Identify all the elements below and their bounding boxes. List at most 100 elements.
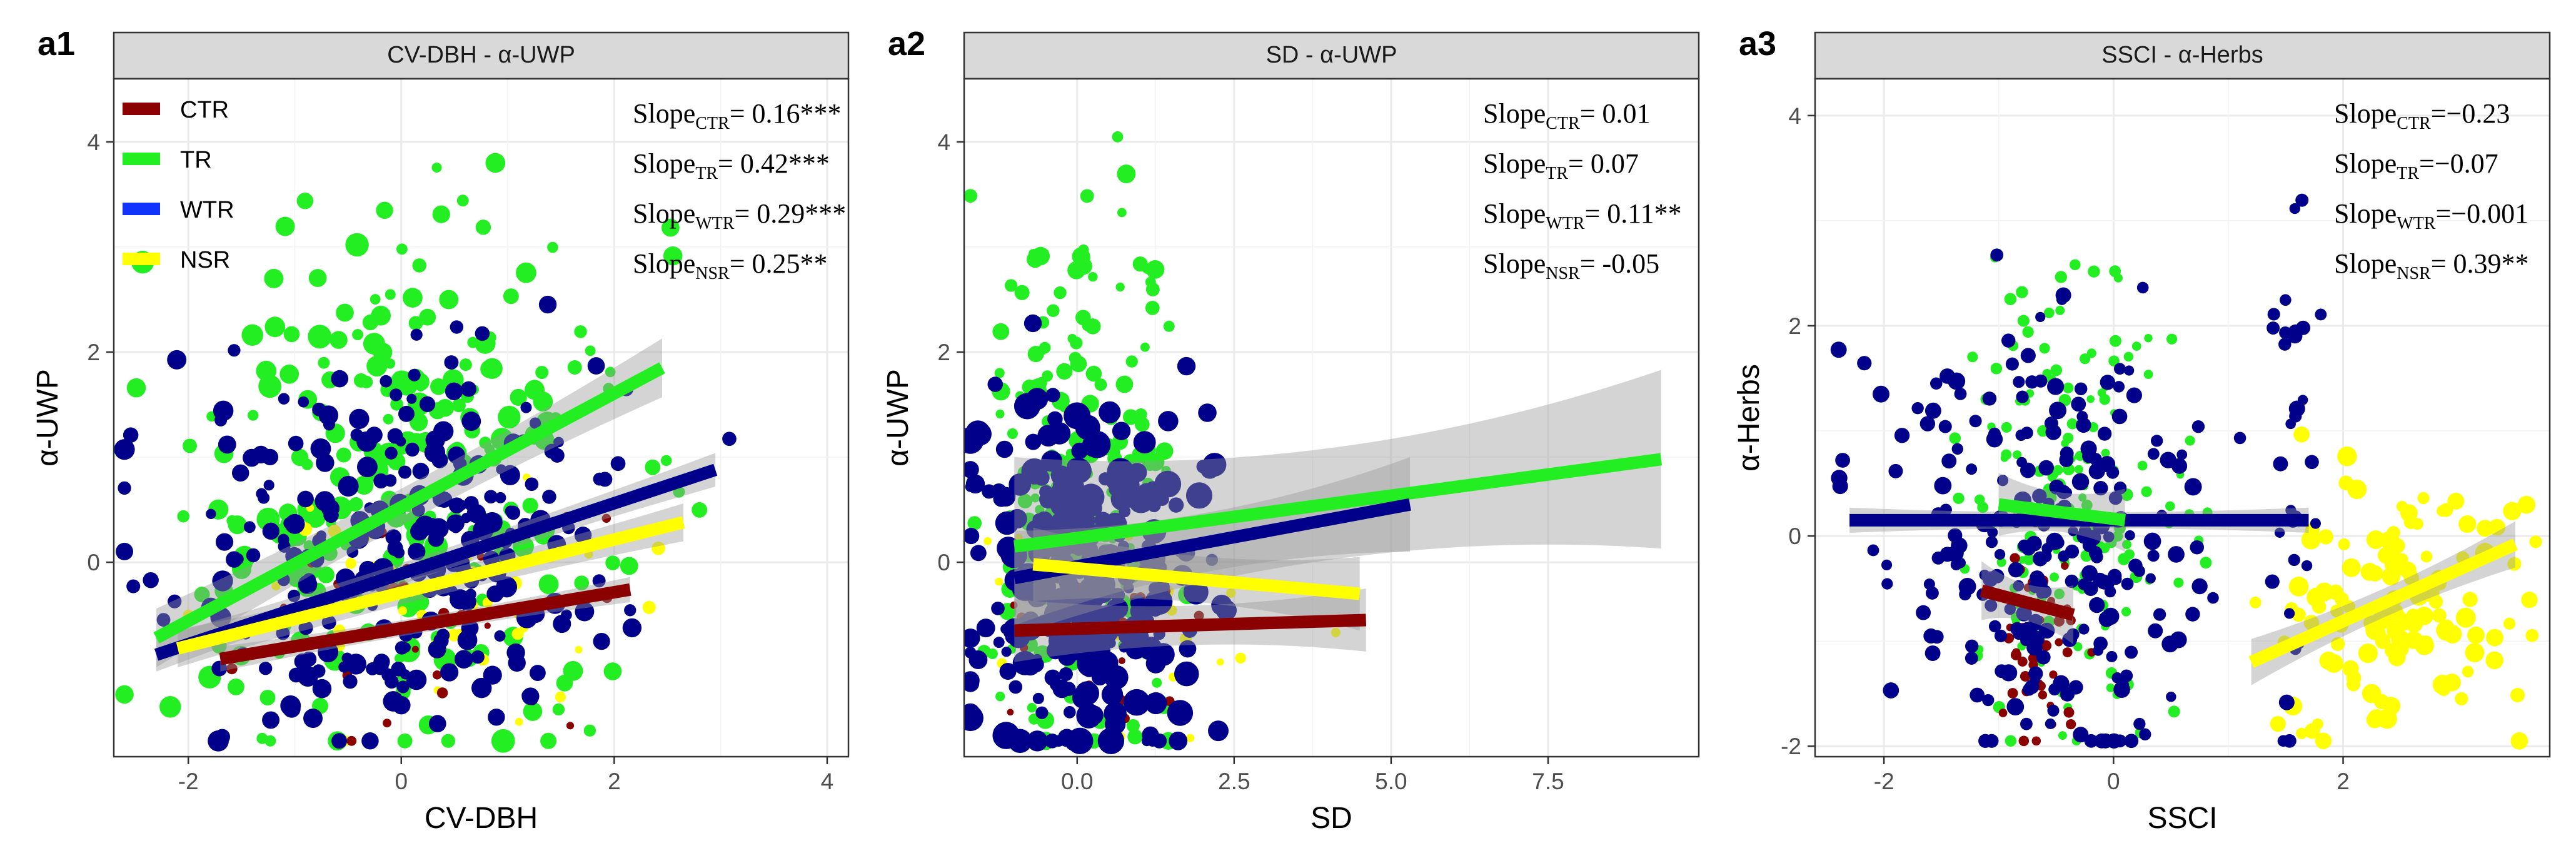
point-tr: [995, 409, 1005, 419]
x-axis-label: SD: [1311, 802, 1352, 835]
point-tr: [510, 388, 527, 406]
point-navy: [1119, 505, 1131, 518]
point-navy: [553, 615, 571, 633]
point-navy: [2190, 540, 2205, 555]
point-navy: [258, 492, 270, 504]
point-tr: [2016, 286, 2028, 298]
point-tr: [432, 205, 450, 223]
point-navy: [1970, 687, 1985, 703]
point-navy: [2288, 553, 2300, 567]
point-ctr: [2010, 553, 2020, 563]
point-navy: [2056, 294, 2068, 305]
point-navy: [471, 650, 485, 664]
point-nsr: [2420, 550, 2433, 563]
legend-label-wtr: WTR: [180, 197, 234, 223]
slope-subscript: WTR: [695, 214, 735, 233]
point-navy: [2280, 294, 2292, 306]
point-ctr: [383, 719, 391, 728]
point-navy: [2273, 456, 2288, 472]
point-navy: [1198, 403, 1217, 422]
legend-key-ctr: [123, 103, 160, 115]
point-navy: [1074, 591, 1086, 603]
slope-subscript: NSR: [695, 264, 730, 283]
point-navy: [2171, 458, 2188, 474]
point-navy: [1167, 700, 1194, 726]
point-navy: [1169, 731, 1188, 750]
point-navy: [529, 417, 541, 429]
point-tr: [1035, 376, 1047, 389]
point-navy: [1061, 682, 1076, 696]
point-nsr: [2319, 651, 2338, 670]
point-navy: [1208, 720, 1229, 742]
point-tr: [1974, 494, 1985, 505]
point-tr: [1117, 164, 1136, 183]
point-tr: [2173, 577, 2184, 588]
point-navy: [1923, 628, 1939, 644]
slope-value: =−0.23: [2431, 98, 2510, 129]
point-navy: [550, 448, 565, 463]
point-navy: [1938, 420, 1952, 433]
point-tr: [383, 413, 394, 425]
point-navy: [1045, 388, 1060, 403]
point-navy: [1179, 640, 1197, 658]
point-tr: [370, 294, 381, 305]
y-tick-label: 0: [937, 550, 950, 575]
point-nsr: [2342, 600, 2356, 613]
point-tr: [574, 575, 590, 591]
slope-subscript: TR: [2397, 164, 2419, 183]
point-nsr: [2415, 607, 2434, 625]
regression-line-ctr: [1014, 613, 1367, 637]
point-tr: [177, 510, 190, 523]
point-ctr: [2063, 707, 2075, 718]
point-navy: [1050, 595, 1075, 620]
point-nsr: [2455, 607, 2476, 628]
point-tr: [1115, 375, 1134, 393]
x-tick-label: 2: [2337, 769, 2350, 794]
point-nsr: [2467, 626, 2485, 644]
point-navy: [2111, 408, 2128, 425]
slope-subscript: CTR: [2397, 114, 2431, 133]
point-navy: [1104, 665, 1129, 690]
point-navy: [2295, 193, 2309, 207]
point-tr: [397, 733, 413, 749]
point-tr: [1056, 363, 1073, 380]
point-navy: [331, 733, 348, 749]
point-navy: [231, 464, 249, 482]
point-nsr: [2338, 475, 2354, 491]
point-tr: [2124, 549, 2135, 560]
slope-annotation-tr: SlopeTR=−0.07: [2334, 148, 2498, 183]
point-navy: [2060, 687, 2075, 702]
point-tr: [663, 246, 683, 266]
point-tr: [1094, 378, 1107, 391]
point-tr: [1085, 365, 1102, 382]
y-tick-label: 0: [1788, 523, 1801, 549]
point-navy: [2153, 608, 2166, 621]
point-tr: [2004, 293, 2017, 305]
point-ctr: [566, 722, 575, 730]
point-navy: [406, 669, 427, 690]
panel-a3: a3 SSCI - α-Herbs -2 0 2 -2 0 2 4 SSCI α-Herbs Slop…: [1733, 25, 2551, 835]
point-navy: [1982, 694, 1995, 707]
point-navy: [587, 357, 605, 375]
point-navy: [1997, 475, 2009, 487]
point-navy: [1168, 497, 1184, 513]
point-tr: [1117, 208, 1127, 218]
point-navy: [2108, 491, 2123, 505]
point-nsr: [2293, 426, 2310, 443]
point-navy: [364, 502, 375, 513]
point-navy: [1069, 465, 1080, 476]
point-navy: [2045, 718, 2056, 729]
panel-border: [113, 78, 850, 758]
point-navy: [450, 522, 462, 533]
point-ctr: [2062, 647, 2073, 658]
point-nsr: [2387, 622, 2404, 640]
point-tr: [538, 574, 559, 595]
point-navy: [494, 630, 506, 642]
point-navy: [156, 613, 171, 627]
point-navy: [2049, 479, 2065, 495]
point-navy: [1072, 479, 1084, 492]
axes: -2 0 2 -2 0 2 4 SSCI α-Herbs: [1733, 103, 2350, 835]
point-tr: [256, 360, 277, 381]
point-navy: [2038, 460, 2055, 476]
